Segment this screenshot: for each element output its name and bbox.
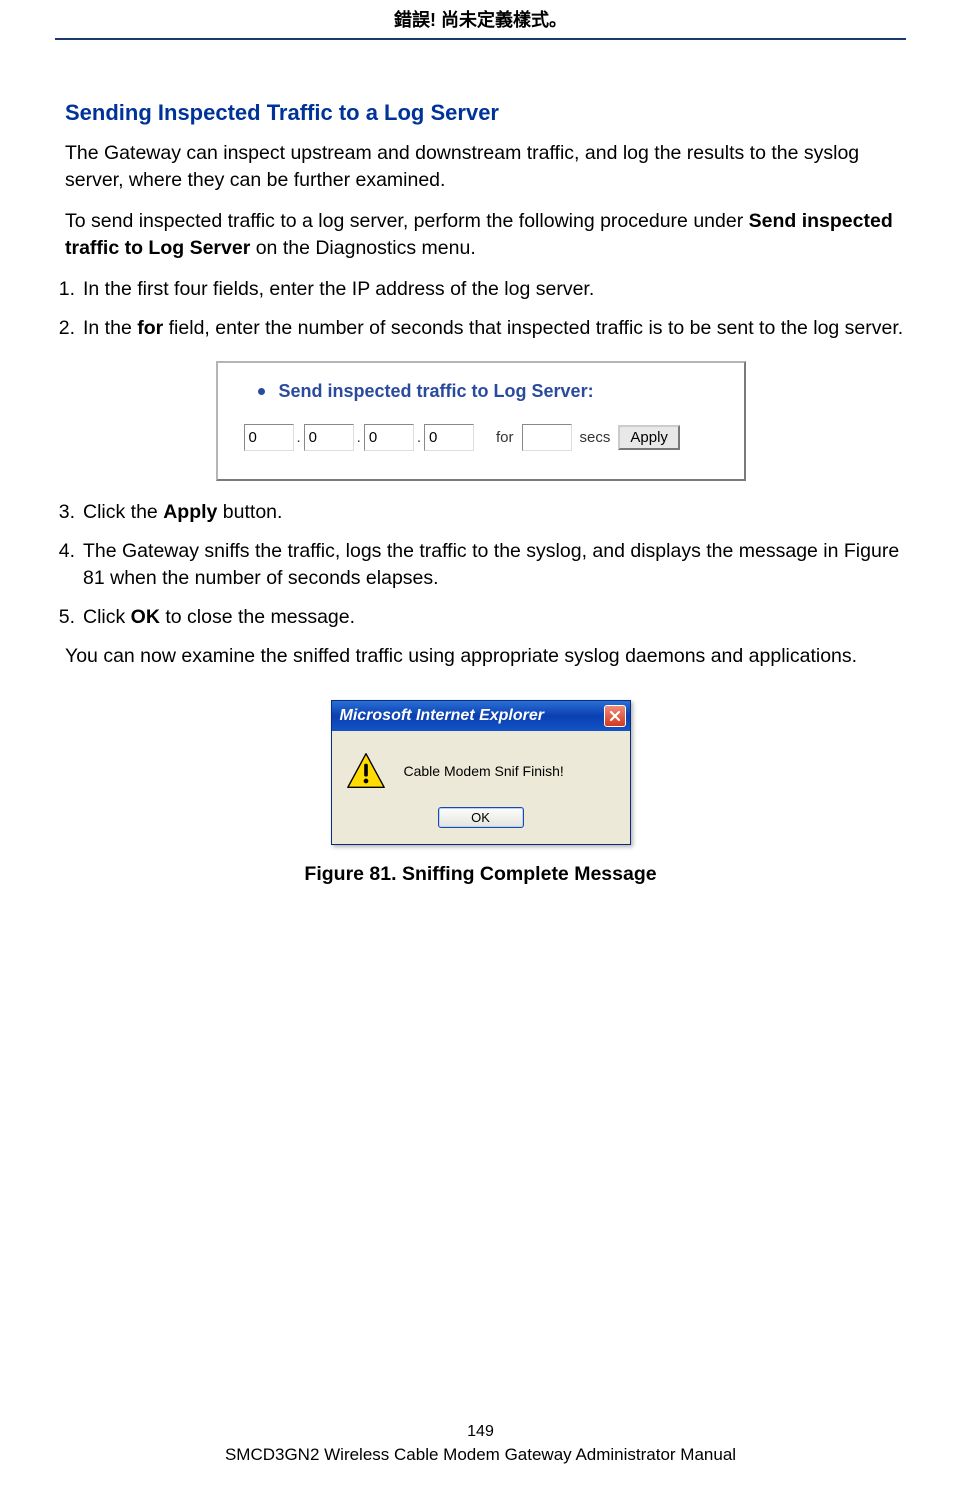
for-label: for <box>496 429 514 446</box>
procedure-list-cont: Click the Apply button. The Gateway snif… <box>55 499 906 631</box>
apply-button[interactable]: Apply <box>618 425 680 450</box>
dialog-titlebar: Microsoft Internet Explorer <box>332 701 630 731</box>
step-1-text: In the first four fields, enter the IP a… <box>83 278 594 300</box>
step-3-pre: Click the <box>83 501 163 523</box>
bullet-icon <box>258 388 265 395</box>
ie-dialog: Microsoft Internet Explorer Cable Modem … <box>331 700 631 845</box>
p2-post: on the Diagnostics menu. <box>250 237 475 259</box>
page-header: 錯誤! 尚未定義樣式。 <box>55 0 906 40</box>
intro-para-2: To send inspected traffic to a log serve… <box>55 208 906 262</box>
step-1: In the first four fields, enter the IP a… <box>55 276 906 303</box>
dialog-wrap: Microsoft Internet Explorer Cable Modem … <box>55 700 906 845</box>
step-3: Click the Apply button. <box>55 499 906 526</box>
step-5-post: to close the message. <box>160 606 355 628</box>
step-2-post: field, enter the number of seconds that … <box>163 317 903 339</box>
dot: . <box>417 429 421 446</box>
ok-button[interactable]: OK <box>438 807 524 828</box>
step-4-text: The Gateway sniffs the traffic, logs the… <box>83 540 899 589</box>
step-5-bold: OK <box>131 606 160 628</box>
step-4: The Gateway sniffs the traffic, logs the… <box>55 538 906 592</box>
dot: . <box>357 429 361 446</box>
step-3-bold: Apply <box>163 501 217 523</box>
p2-pre: To send inspected traffic to a log serve… <box>65 210 749 232</box>
figure-caption: Figure 81. Sniffing Complete Message <box>55 863 906 886</box>
dialog-message: Cable Modem Snif Finish! <box>404 763 564 779</box>
ip-octet-3[interactable] <box>364 424 414 451</box>
procedure-list: In the first four fields, enter the IP a… <box>55 276 906 342</box>
log-panel-title-row: Send inspected traffic to Log Server: <box>240 381 722 402</box>
log-panel-fields: . . . for secs Apply <box>240 424 722 451</box>
header-text: 錯誤! 尚未定義樣式。 <box>394 10 567 30</box>
log-panel-title: Send inspected traffic to Log Server: <box>279 381 594 402</box>
ip-octet-1[interactable] <box>244 424 294 451</box>
closing-para: You can now examine the sniffed traffic … <box>55 643 906 670</box>
ip-octet-2[interactable] <box>304 424 354 451</box>
dialog-body: Cable Modem Snif Finish! <box>332 731 630 801</box>
step-2-pre: In the <box>83 317 137 339</box>
dialog-button-row: OK <box>332 801 630 844</box>
log-server-panel-wrap: Send inspected traffic to Log Server: . … <box>55 361 906 481</box>
log-server-panel: Send inspected traffic to Log Server: . … <box>216 361 746 481</box>
step-2: In the for field, enter the number of se… <box>55 315 906 342</box>
step-5-pre: Click <box>83 606 131 628</box>
step-2-bold: for <box>137 317 163 339</box>
secs-label: secs <box>580 429 611 446</box>
page-footer: 149 SMCD3GN2 Wireless Cable Modem Gatewa… <box>0 1423 961 1465</box>
ip-octet-4[interactable] <box>424 424 474 451</box>
dot: . <box>297 429 301 446</box>
section-title: Sending Inspected Traffic to a Log Serve… <box>55 100 906 126</box>
step-3-post: button. <box>217 501 282 523</box>
warning-icon <box>346 751 386 791</box>
dialog-title: Microsoft Internet Explorer <box>340 707 544 725</box>
intro-para-1: The Gateway can inspect upstream and dow… <box>55 140 906 194</box>
close-icon <box>609 710 621 722</box>
seconds-input[interactable] <box>522 424 572 451</box>
close-button[interactable] <box>604 705 626 727</box>
page-number: 149 <box>0 1423 961 1441</box>
step-5: Click OK to close the message. <box>55 604 906 631</box>
manual-title: SMCD3GN2 Wireless Cable Modem Gateway Ad… <box>0 1445 961 1465</box>
